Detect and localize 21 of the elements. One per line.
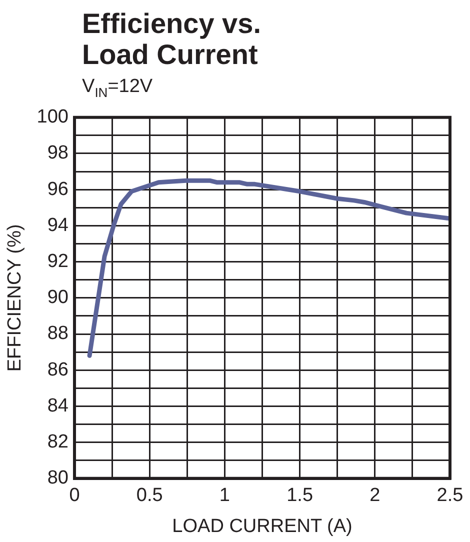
x-tick-label: 0.5	[136, 485, 163, 506]
y-tick-label: 100	[36, 106, 68, 128]
y-tick-label: 92	[47, 251, 68, 272]
x-tick-label: 1	[219, 485, 230, 506]
y-tick-label: 86	[47, 359, 68, 380]
x-tick-label: 2.5	[436, 485, 464, 506]
x-tick-label: 2	[370, 485, 380, 506]
x-tick-label: 0	[69, 485, 80, 506]
y-tick-label: 94	[47, 214, 69, 236]
y-tick-label: 82	[47, 432, 68, 453]
y-tick-label: 96	[47, 178, 68, 200]
y-tick-label: 98	[47, 142, 68, 164]
x-tick-label: 1.5	[286, 485, 314, 506]
x-axis-title: LOAD CURRENT (A)	[172, 516, 352, 537]
y-axis-title: EFFICIENCY (%)	[4, 224, 26, 372]
chart-title: Efficiency vs. Load Current	[82, 8, 261, 70]
y-tick-label: 88	[47, 323, 68, 344]
y-tick-label: 84	[47, 395, 69, 416]
y-tick-label: 90	[47, 287, 68, 308]
y-tick-label: 80	[47, 468, 68, 489]
chart-subtitle: V$_{IN}$=12V	[82, 76, 153, 100]
